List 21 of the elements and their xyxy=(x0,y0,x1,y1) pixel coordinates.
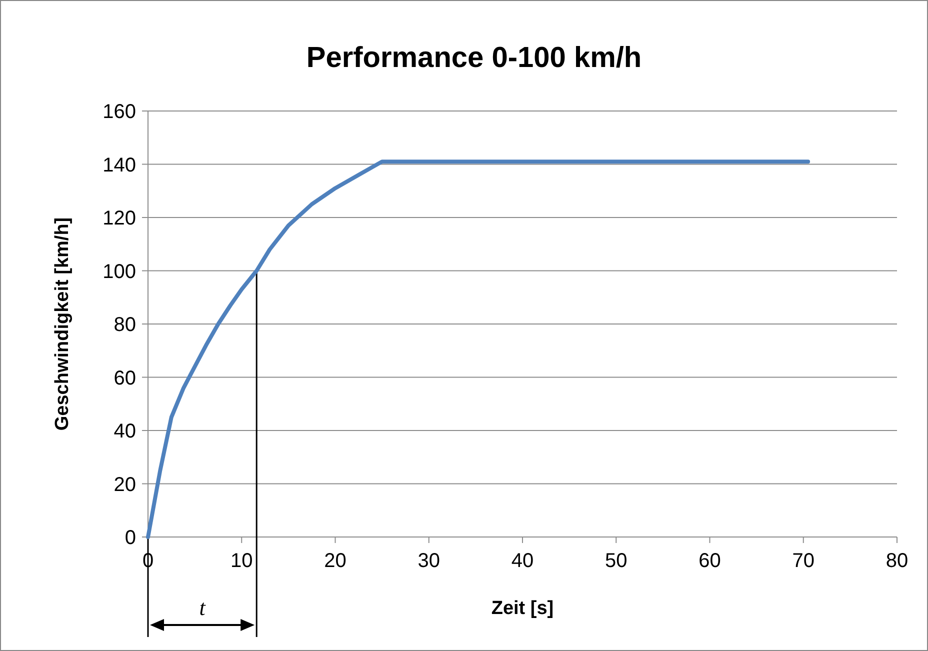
ref-line-label: t xyxy=(199,595,206,620)
x-tick-label: 80 xyxy=(886,550,908,572)
x-tick-label: 10 xyxy=(230,550,253,572)
y-tick-label: 120 xyxy=(102,208,136,230)
chart-title: Performance 0-100 km/h xyxy=(306,42,642,74)
y-tick-label: 0 xyxy=(124,527,136,549)
x-tick-label: 40 xyxy=(511,550,534,572)
y-tick-label: 160 xyxy=(102,101,136,123)
x-tick-label: 20 xyxy=(324,550,346,572)
y-axis-title: Geschwindigkeit [km/h] xyxy=(52,217,73,431)
y-tick-label: 140 xyxy=(102,154,136,176)
y-tick-label: 100 xyxy=(102,260,136,283)
y-tick-label: 40 xyxy=(114,420,136,442)
x-tick-label: 30 xyxy=(418,550,440,572)
x-tick-label: 70 xyxy=(792,550,814,572)
y-tick-label: 60 xyxy=(114,367,136,390)
x-axis-title: Zeit [s] xyxy=(491,598,554,619)
x-tick-label: 60 xyxy=(698,550,721,572)
y-tick-label: 20 xyxy=(114,474,136,496)
y-tick-label: 80 xyxy=(114,314,136,336)
x-tick-label: 50 xyxy=(605,550,628,572)
